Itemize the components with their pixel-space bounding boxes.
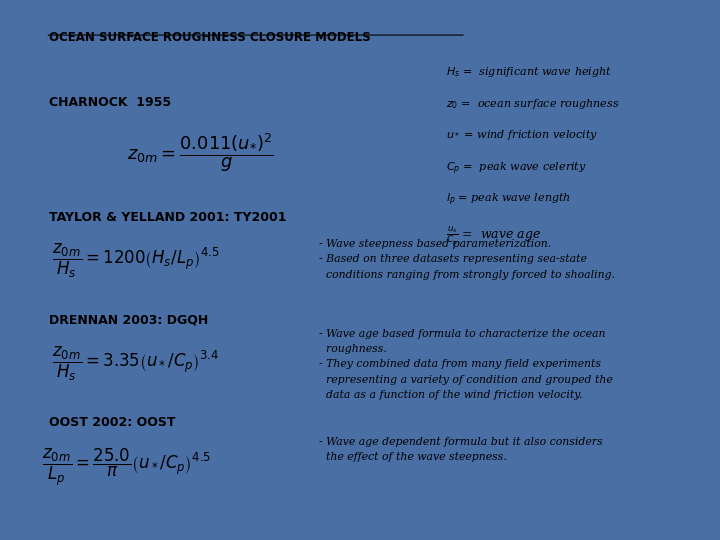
Text: - Wave steepness based parameterization.
- Based on three datasets representing : - Wave steepness based parameterization.…: [319, 239, 615, 280]
Text: OOST 2002: OOST: OOST 2002: OOST: [49, 416, 175, 429]
Text: - Wave age dependent formula but it also considers
  the effect of the wave stee: - Wave age dependent formula but it also…: [319, 437, 603, 462]
Text: $\dfrac{z_{0m}}{L_p} = \dfrac{25.0}{\pi}\left(u_*/C_p\right)^{4.5}$: $\dfrac{z_{0m}}{L_p} = \dfrac{25.0}{\pi}…: [42, 447, 211, 488]
Text: $\dfrac{z_{0m}}{H_s} = 3.35\left(u_*/C_p\right)^{3.4}$: $\dfrac{z_{0m}}{H_s} = 3.35\left(u_*/C_p…: [53, 345, 220, 383]
Text: $\dfrac{z_{0m}}{H_s} = 1200\left(H_s/L_p\right)^{4.5}$: $\dfrac{z_{0m}}{H_s} = 1200\left(H_s/L_p…: [53, 242, 220, 280]
Text: $C_p$ =  peak wave celerity: $C_p$ = peak wave celerity: [446, 160, 586, 177]
Text: $u_*$ = wind friction velocity: $u_*$ = wind friction velocity: [446, 129, 598, 143]
Text: $\frac{u_s}{C_p}$ =  wave age: $\frac{u_s}{C_p}$ = wave age: [446, 224, 541, 247]
Text: $z_0$ =  ocean surface roughness: $z_0$ = ocean surface roughness: [446, 97, 619, 111]
Text: $H_s$ =  significant wave height: $H_s$ = significant wave height: [446, 65, 611, 79]
Text: $l_p$ = peak wave length: $l_p$ = peak wave length: [446, 192, 570, 208]
Text: DRENNAN 2003: DGQH: DRENNAN 2003: DGQH: [49, 314, 208, 327]
Text: CHARNOCK  1955: CHARNOCK 1955: [49, 96, 171, 109]
Text: $z_{0m} = \dfrac{0.011\left(u_{*}\right)^2}{g}$: $z_{0m} = \dfrac{0.011\left(u_{*}\right)…: [127, 131, 274, 174]
Text: OCEAN SURFACE ROUGHNESS CLOSURE MODELS: OCEAN SURFACE ROUGHNESS CLOSURE MODELS: [49, 31, 370, 44]
Text: TAYLOR & YELLAND 2001: TY2001: TAYLOR & YELLAND 2001: TY2001: [49, 211, 287, 224]
Text: - Wave age based formula to characterize the ocean
  roughness.
- They combined : - Wave age based formula to characterize…: [319, 329, 613, 400]
